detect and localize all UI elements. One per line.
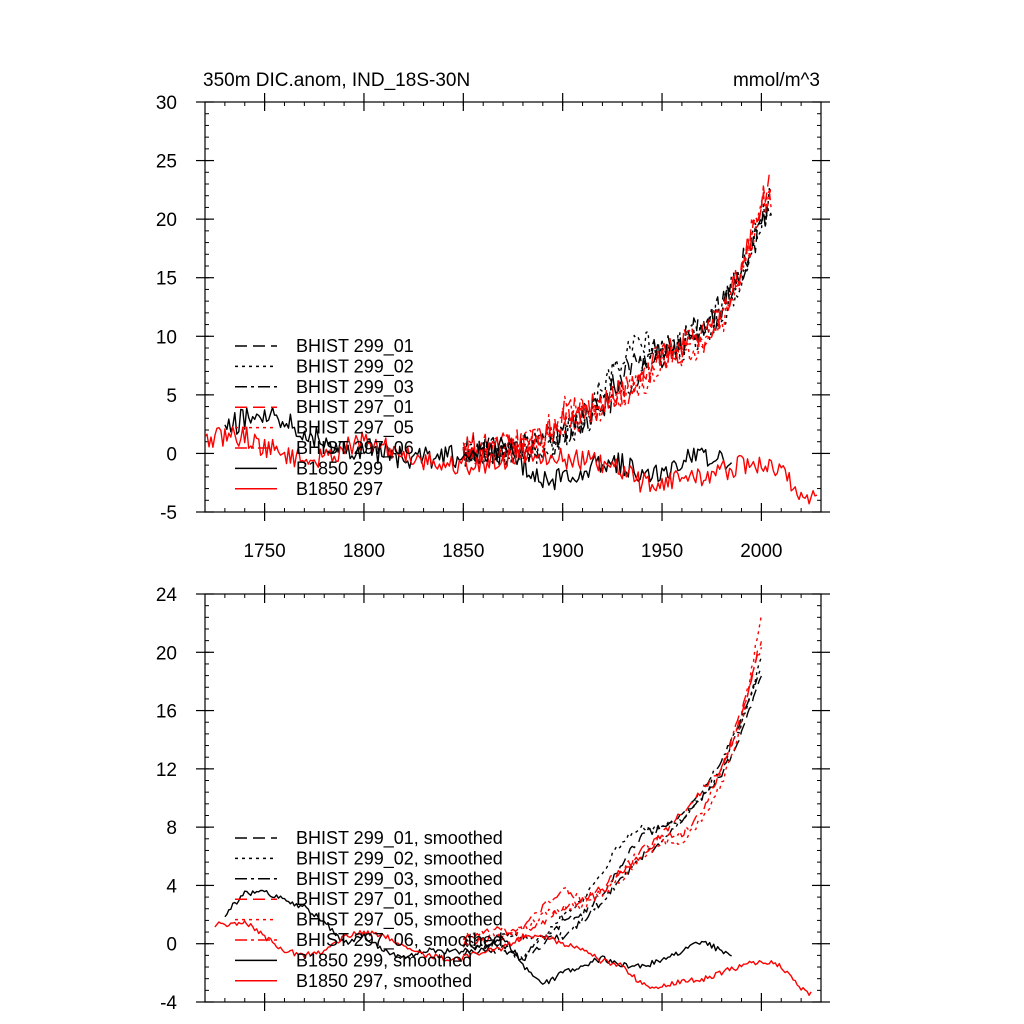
y-tick-label: 20 [156,643,177,664]
y-tick-label: 4 [166,876,177,897]
series-line-6 [462,647,763,947]
legend-label: B1850 297, smoothed [296,971,472,991]
panel-top: 1750 1800 1850 1900 1950 2000 -5 0 5 10 15 20 25 30 BH… [156,93,830,562]
series-line-1 [462,207,772,465]
plot-frame [204,593,822,1003]
series-line-3 [462,667,763,961]
x-tick-label: 1950 [641,541,683,562]
y-tick-label: 30 [156,93,177,114]
y-tick-label: 12 [156,760,177,781]
legend-label: BHIST 299_01 [296,336,414,357]
legend-label: BHIST 297_06, smoothed [296,930,503,951]
figure-title-right: mmol/m^3 [733,70,820,91]
series-line-2 [462,187,772,467]
legend-label: B1850 299 [296,458,383,478]
y-tick-label: 0 [166,444,177,465]
series-line-4 [462,168,772,459]
legend-label: BHIST 297_05, smoothed [296,910,503,931]
y-tick-label: 0 [166,935,177,956]
y-tick-label: 25 [156,152,177,173]
figure-title-left: 350m DIC.anom, IND_18S-30N [203,70,470,91]
legend-label: BHIST 299_03, smoothed [296,869,503,890]
legend-label: BHIST 297_06 [296,438,414,459]
series-line-7 [224,406,733,491]
y-tick-label: 15 [156,269,177,290]
legend-label: BHIST 299_03 [296,377,414,398]
legend-label: B1850 297 [296,479,383,499]
y-tick-label: 8 [166,818,177,839]
series-line-2 [462,656,763,948]
y-tick-label: -4 [160,993,177,1014]
y-tick-label: -5 [160,503,177,524]
series-group [205,168,818,505]
y-tick-label: 5 [166,386,177,407]
legend-label: B1850 299, smoothed [296,950,472,970]
series-line-7 [224,889,732,985]
series-line-5 [462,615,763,941]
x-tick-label: 1750 [243,541,285,562]
x-tick-label: 1900 [542,541,584,562]
series-line-6 [462,190,772,465]
legend-label: BHIST 299_01, smoothed [296,828,503,849]
legend-label: BHIST 299_02 [296,356,414,377]
series-line-5 [462,186,772,462]
x-tick-label: 1850 [442,541,484,562]
series-group [214,615,812,996]
y-tick-label: 24 [156,585,178,606]
legend-label: BHIST 297_01, smoothed [296,889,503,910]
series-line-3 [462,204,772,467]
plot-frame [204,101,822,513]
x-tick-label: 2000 [740,541,782,562]
y-tick-label: 20 [156,210,177,231]
series-line-8 [214,920,812,996]
legend-label: BHIST 297_05 [296,418,414,439]
series-line-1 [463,675,763,962]
legend-label: BHIST 297_01 [296,397,414,418]
y-tick-label: 16 [156,702,177,723]
series-line-8 [205,426,818,505]
x-tick-label: 1800 [343,541,385,562]
legend-label: BHIST 299_02, smoothed [296,848,503,869]
y-tick-label: 10 [156,327,177,348]
